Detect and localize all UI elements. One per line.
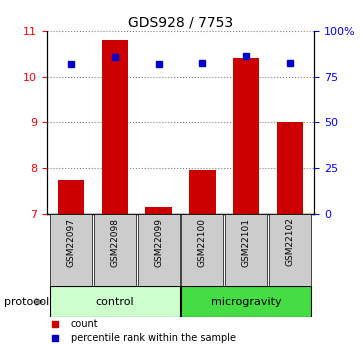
Bar bbox=[58, 180, 84, 214]
Text: percentile rank within the sample: percentile rank within the sample bbox=[71, 333, 236, 343]
Text: control: control bbox=[96, 297, 134, 307]
Bar bbox=[50, 286, 180, 317]
Title: GDS928 / 7753: GDS928 / 7753 bbox=[128, 16, 233, 30]
Text: GSM22098: GSM22098 bbox=[110, 218, 119, 267]
Bar bbox=[102, 40, 128, 214]
Text: GSM22100: GSM22100 bbox=[198, 218, 207, 267]
Text: GSM22102: GSM22102 bbox=[286, 218, 295, 266]
Text: microgravity: microgravity bbox=[211, 297, 282, 307]
Bar bbox=[181, 214, 223, 286]
Bar bbox=[50, 214, 92, 286]
Bar bbox=[269, 214, 311, 286]
Bar bbox=[277, 122, 303, 214]
Text: protocol: protocol bbox=[4, 297, 49, 307]
Bar bbox=[145, 207, 172, 214]
Bar bbox=[225, 214, 267, 286]
Bar bbox=[189, 170, 216, 214]
Text: GSM22099: GSM22099 bbox=[154, 218, 163, 267]
Bar bbox=[181, 286, 311, 317]
Bar bbox=[138, 214, 180, 286]
Bar bbox=[233, 58, 259, 214]
Text: GSM22101: GSM22101 bbox=[242, 218, 251, 267]
Bar bbox=[94, 214, 136, 286]
Text: GSM22097: GSM22097 bbox=[66, 218, 75, 267]
Text: count: count bbox=[71, 319, 99, 329]
